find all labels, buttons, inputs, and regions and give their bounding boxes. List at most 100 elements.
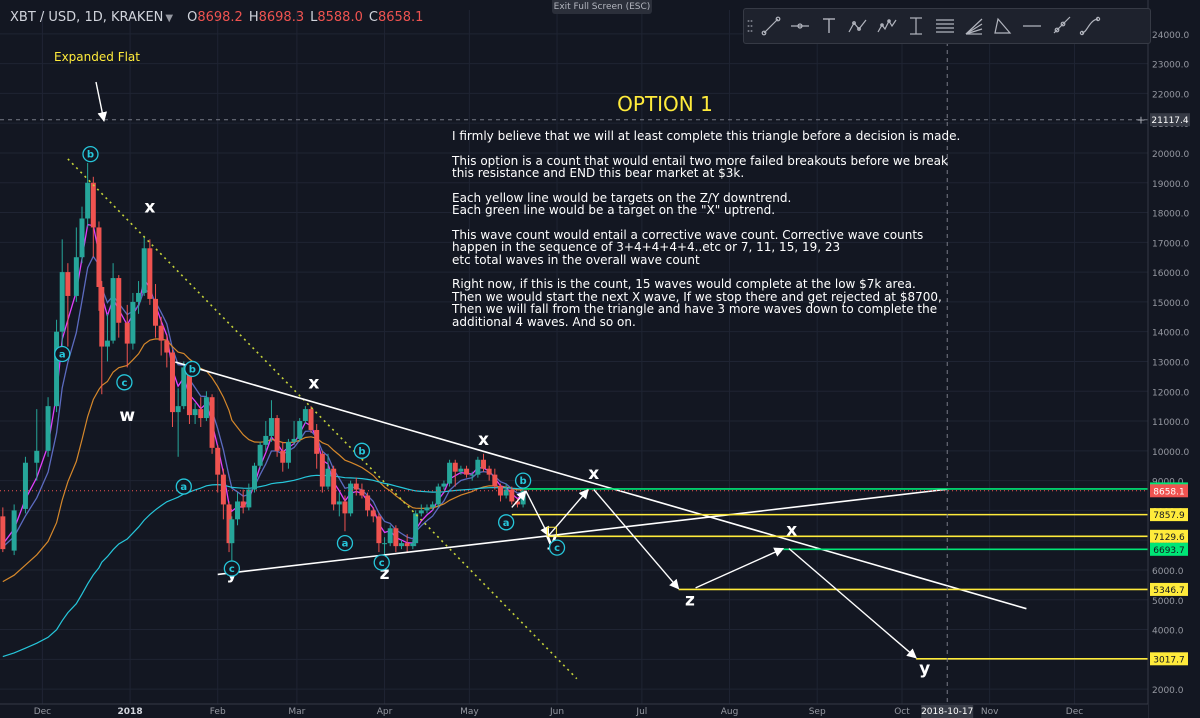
x-tick-label: Oct [894,707,910,717]
horizontal-ray-tool[interactable] [785,11,814,41]
wave-letter-y: y [546,531,557,551]
circle-label-c: c [379,558,385,569]
horizontal-line-tool[interactable] [1017,11,1046,41]
y-tick-label: 5000.0 [1152,597,1184,607]
ohlc-open-value: 8698.2 [197,10,243,25]
ohlc-low-value: 8588.0 [317,10,363,25]
plus-icon: + [1136,114,1145,127]
candle-body [370,510,376,517]
circle-label-ring [353,442,371,459]
price-label-bg [1150,582,1188,596]
y-tick-label: 6000.0 [1152,567,1184,577]
candle-body [209,397,215,448]
candle-body [110,278,116,341]
candle-body [319,453,325,487]
candle-body [136,292,142,302]
grip-handle-icon[interactable] [744,11,756,41]
caret-down-icon[interactable]: ▼ [165,13,174,24]
symbol-name[interactable]: XBT / USD, 1D, KRAKEN [10,10,164,25]
candle-body [34,450,40,463]
candle-body [153,298,159,326]
candle-body [458,468,464,472]
trend-line-icon [761,16,780,36]
elliott-wave-icon [876,19,896,33]
x-tick-label: Apr [377,707,393,717]
candle-body [169,352,175,413]
wave-labels: xwxyzxxyzxybacbacbacbac [54,146,930,679]
x-tick-label: Jun [549,707,564,717]
candle-body [393,528,399,547]
ray-tool[interactable] [1046,11,1075,41]
circle-label-b: b [358,446,365,457]
elliott-wave-tool[interactable] [872,11,901,41]
circle-label-ring [514,472,532,489]
candle-body [65,272,71,296]
x-tick-label: Mar [288,707,305,717]
y-tick-label: 13000.0 [1152,358,1189,368]
target-price-label: 5346.7 [1153,586,1185,596]
text-tool[interactable] [814,11,843,41]
notes-line: this resistance and END this bear market… [452,166,745,180]
ohlc-high-key: H [248,10,259,25]
candle-body [297,421,303,439]
candle-body [181,367,187,407]
candle-body [85,182,91,219]
candle-body [0,516,6,550]
y-tick-label: 19000.0 [1152,180,1189,190]
trend-line-tool[interactable] [756,11,785,41]
price-range-tool[interactable] [901,11,930,41]
y-tick-label: 15000.0 [1152,299,1189,309]
price-label-bg [1150,508,1188,522]
projection-arrow [511,490,527,508]
candle-body [430,504,436,508]
y-tick-label: 14000.0 [1152,329,1189,339]
projection-arrow [695,547,785,589]
candle-body [257,444,263,466]
curve-tool[interactable] [1075,11,1104,41]
ohlc-close-value: 8658.1 [377,10,424,25]
ohlc-low-key: L [310,10,318,25]
notes-line: etc total waves in the overall wave coun… [452,252,700,267]
candle-body [274,418,280,451]
y-tick-label: 12000.0 [1152,388,1189,398]
candle-body [215,447,221,475]
candle-body [141,248,147,293]
fib-fan-tool[interactable] [959,11,988,41]
candle-body [387,528,393,544]
exit-fullscreen-button[interactable]: Exit Full Screen (ESC) [552,0,652,14]
candle-body [359,489,365,496]
target-price-label: 7129.6 [1153,533,1185,543]
circle-label-b: b [520,476,527,487]
triangle-tool[interactable] [988,11,1017,41]
analysis-notes: I firmly believe that we will at least c… [452,130,972,340]
notes-paragraph: This wave count would entail a correctiv… [452,227,972,267]
notes-paragraph: I firmly believe that we will at least c… [452,130,972,143]
notes-line: Then we will fall from the triangle and … [452,302,938,316]
circle-label-c: c [554,543,560,554]
candle-body [240,501,246,508]
y-tick-label: 16000.0 [1152,269,1189,279]
candle-body [410,543,416,547]
expanded-flat-arrow [95,81,108,122]
candle-body [90,182,96,228]
candle-body [382,543,388,545]
price-range-icon [909,17,922,35]
ray-icon [1053,16,1070,34]
candle-body [413,513,419,544]
option-title: OPTION 1 [617,92,713,116]
candle-body [475,459,481,475]
circle-label-b: b [87,150,94,161]
candle-body [192,409,198,416]
y-tick-label: 11000.0 [1152,418,1189,428]
candle-body [79,218,85,258]
notes-line: This wave count would entail a correctiv… [452,227,924,242]
curve-icon [1079,16,1100,36]
fib-retracement-tool[interactable] [930,11,959,41]
circle-label-a: a [180,482,187,493]
x-tick-label: Dec [1066,707,1083,717]
candle-body [45,406,51,451]
triangle-trend-line [217,488,948,576]
candle-body [246,489,252,508]
target-price-label: 3017.7 [1153,655,1185,665]
elliott-abc-tool[interactable] [843,11,872,41]
